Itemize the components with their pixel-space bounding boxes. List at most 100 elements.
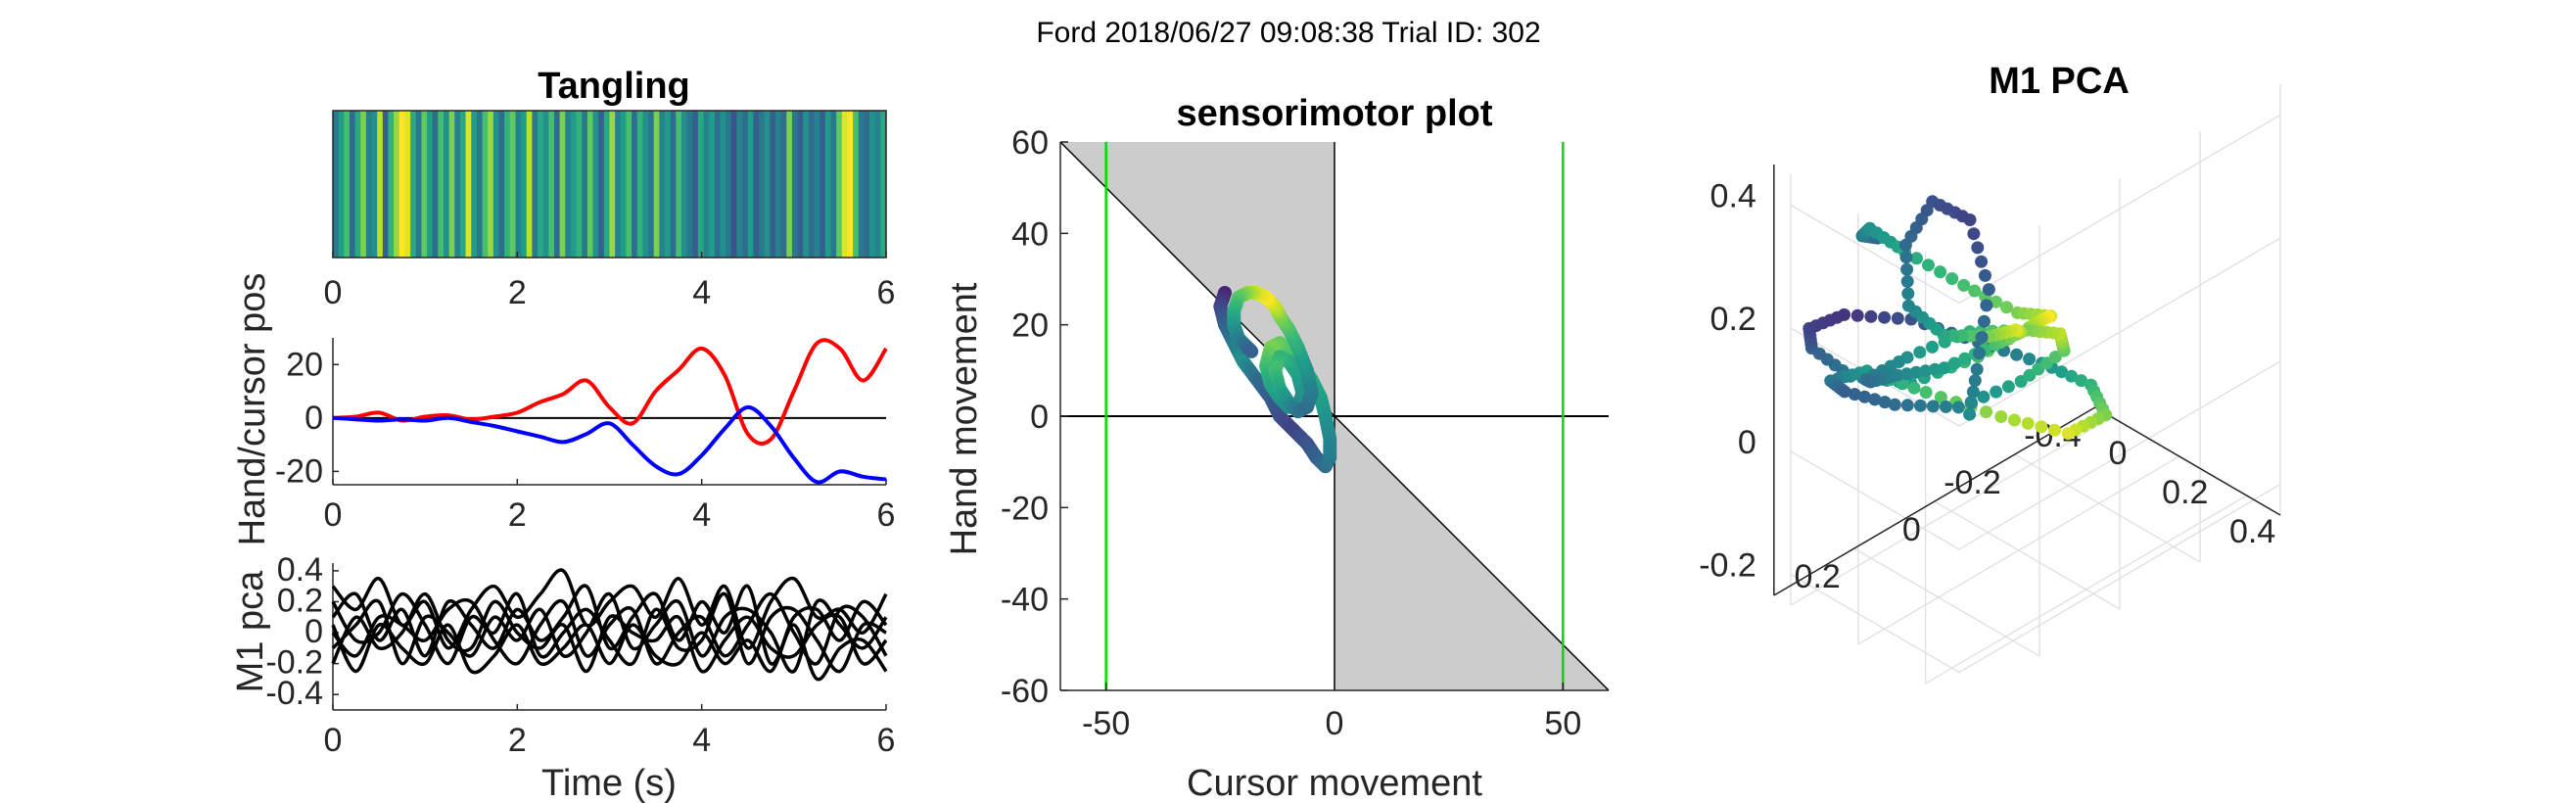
pca-point (2008, 413, 2021, 427)
sensorimotor-panel: sensorimotor plot -50 0 50 60 40 20 0 -20 -40 -60… (944, 93, 1610, 803)
pca-point (1919, 386, 1933, 400)
pca-point (1982, 283, 1995, 297)
tangling-cell (498, 111, 505, 258)
tangling-cell (388, 111, 395, 258)
tangling-cell (680, 111, 688, 258)
grid-line (1790, 114, 2281, 305)
tangling-cell (626, 111, 632, 258)
tangling-cell (471, 111, 478, 258)
pca-point (1901, 299, 1915, 312)
y-tick-label: 0 (304, 613, 323, 650)
pca-point (1978, 314, 1991, 328)
pca-point (2021, 416, 2035, 430)
tangling-cell (338, 111, 345, 258)
pca-point (1967, 227, 1981, 241)
pca-point (2035, 420, 2048, 434)
series-line-3 (331, 591, 888, 666)
tangling-cell (714, 111, 722, 258)
tangling-cell (759, 111, 766, 258)
x-tick-label: 0.2 (2162, 474, 2208, 511)
tangling-cell (747, 111, 754, 258)
tangling-cell (333, 111, 340, 258)
tangling-cell (404, 111, 411, 258)
pca-point (1922, 259, 1935, 272)
time-xlabel: Time (s) (541, 763, 677, 803)
pca-point (2001, 380, 2015, 394)
hand-cursor-ylabel: Hand/cursor pos (232, 273, 273, 546)
y-tick-label: 0 (304, 400, 323, 437)
tangling-cell (697, 111, 705, 258)
tangling-cell (775, 111, 782, 258)
tangling-cell (504, 111, 511, 258)
pca-point (2055, 365, 2069, 379)
pca-point (1970, 362, 1984, 376)
tangling-cell (582, 111, 588, 258)
tangling-cell (542, 111, 549, 258)
grid-line (1790, 484, 2281, 674)
tangling-cell (780, 111, 787, 258)
tangling-cell (559, 111, 566, 258)
tangling-x-ticks: 0 2 4 6 (324, 252, 895, 311)
x-tick-label: 0 (1326, 705, 1344, 742)
tangling-cell (853, 111, 860, 258)
pca-point (1965, 397, 1978, 410)
tangling-cell (365, 111, 373, 258)
tangling-cell (427, 111, 434, 258)
tangling-cell (709, 111, 716, 258)
m1-pca-3d-panel: M1 PCA 0.40.20-0.20.20-0.2-0.400.20.4 (1699, 61, 2281, 685)
pca-point (1947, 356, 1961, 370)
tangling-cell (554, 111, 561, 258)
series-line-6 (331, 623, 888, 682)
y-tick-label: 0.2 (1795, 558, 1841, 595)
pca-point (1899, 251, 1913, 264)
pca-point (1975, 255, 1989, 268)
tangling-cell (742, 111, 749, 258)
tangling-cell (803, 111, 810, 258)
y-tick-label: 0 (1030, 399, 1049, 436)
x-axis-line (2094, 406, 2281, 516)
pca-point (1980, 299, 1993, 312)
tangling-cell (592, 111, 599, 258)
pca-point (1971, 241, 1985, 255)
grid-line (1934, 500, 2121, 610)
pca-point (1900, 367, 1913, 381)
pca-point (1968, 374, 1982, 388)
tangling-cell (764, 111, 771, 258)
tangling-cell (830, 111, 837, 258)
m1-pca-ylabel: M1 pca (230, 570, 271, 692)
pca-point (2061, 427, 2075, 441)
x-tick-label: 50 (1544, 705, 1581, 742)
pca-point (2010, 348, 2024, 361)
sensorimotor-axes: -50 0 50 60 40 20 0 -20 -40 -60 (1001, 124, 1610, 742)
pca-point (1888, 398, 1901, 411)
tangling-x-tick-label: 0 (324, 274, 343, 311)
pca-point (1934, 391, 1947, 404)
tangling-cell (410, 111, 417, 258)
tangling-cell (349, 111, 356, 258)
pca-point (2000, 301, 2013, 314)
tangling-cell (670, 111, 677, 258)
pca-point (1958, 352, 1972, 365)
tangling-x-tick-label: 2 (508, 274, 527, 311)
series-line-0 (331, 568, 888, 650)
pca-point (1900, 399, 1914, 412)
pca-point (1945, 329, 1959, 342)
tangling-cell (438, 111, 445, 258)
y-tick-label: -40 (1001, 582, 1049, 619)
tangling-cell (736, 111, 743, 258)
pca-point (1926, 400, 1940, 413)
y-tick-label: 0.4 (277, 551, 323, 589)
pca-point (1913, 399, 1927, 412)
tangling-cell (620, 111, 628, 258)
tangling-cell (642, 111, 649, 258)
x-tick-label: 4 (692, 722, 711, 759)
m1-pca-3d-axes: 0.40.20-0.20.20-0.2-0.400.20.4 (1699, 84, 2281, 685)
tangling-cell (791, 111, 799, 258)
tangling-cell (824, 111, 832, 258)
tangling-cell (509, 111, 517, 258)
tangling-cell (454, 111, 461, 258)
tangling-cell (532, 111, 539, 258)
pca-point (2048, 423, 2062, 437)
